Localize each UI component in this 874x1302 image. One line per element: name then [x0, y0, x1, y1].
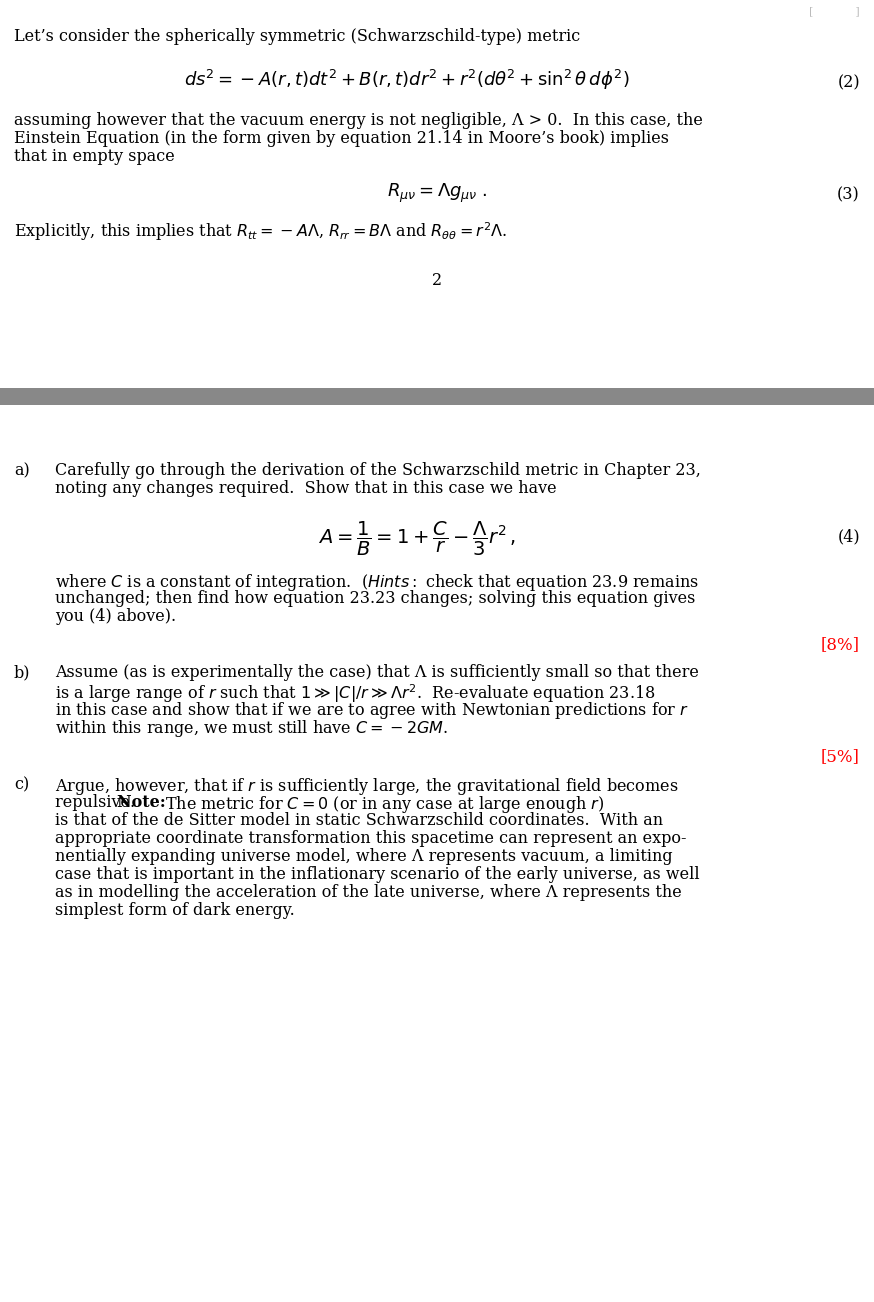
Text: Note:: Note:	[117, 794, 171, 811]
Text: you (4) above).: you (4) above).	[55, 608, 177, 625]
Text: unchanged; then find how equation 23.23 changes; solving this equation gives: unchanged; then find how equation 23.23 …	[55, 590, 696, 607]
Text: Carefully go through the derivation of the Schwarzschild metric in Chapter 23,: Carefully go through the derivation of t…	[55, 462, 701, 479]
Text: [8%]: [8%]	[821, 635, 860, 654]
Text: appropriate coordinate transformation this spacetime can represent an expo-: appropriate coordinate transformation th…	[55, 829, 686, 848]
Text: 2: 2	[432, 272, 442, 289]
Text: b): b)	[14, 664, 31, 681]
Text: [5%]: [5%]	[822, 749, 860, 766]
Text: a): a)	[14, 462, 30, 479]
Text: as in modelling the acceleration of the late universe, where Λ represents the: as in modelling the acceleration of the …	[55, 884, 682, 901]
Text: Explicitly, this implies that $R_{tt} = -A\Lambda$, $R_{rr} = B\Lambda$ and $R_{: Explicitly, this implies that $R_{tt} = …	[14, 220, 507, 242]
Text: within this range, we must still have $C = -2GM$.: within this range, we must still have $C…	[55, 717, 448, 740]
Text: assuming however that the vacuum energy is not negligible, Λ > 0.  In this case,: assuming however that the vacuum energy …	[14, 112, 703, 129]
Text: repulsive.: repulsive.	[55, 794, 145, 811]
Text: (2): (2)	[837, 74, 860, 91]
Text: noting any changes required.  Show that in this case we have: noting any changes required. Show that i…	[55, 480, 557, 497]
Text: (3): (3)	[837, 186, 860, 203]
Text: case that is important in the inflationary scenario of the early universe, as we: case that is important in the inflationa…	[55, 866, 699, 883]
Text: nentially expanding universe model, where Λ represents vacuum, a limiting: nentially expanding universe model, wher…	[55, 848, 673, 865]
Text: is that of the de Sitter model in static Schwarzschild coordinates.  With an: is that of the de Sitter model in static…	[55, 812, 663, 829]
Text: is a large range of $r$ such that $1 \gg |C|/r \gg \Lambda r^2$.  Re-evaluate eq: is a large range of $r$ such that $1 \gg…	[55, 682, 656, 704]
Text: simplest form of dark energy.: simplest form of dark energy.	[55, 902, 295, 919]
Text: (4): (4)	[837, 529, 860, 546]
Text: where $C$ is a constant of integration.  ($\mathit{Hints:}$ check that equation : where $C$ is a constant of integration. …	[55, 572, 699, 592]
Text: [            ]: [ ]	[809, 7, 860, 16]
Text: c): c)	[14, 776, 29, 793]
Text: Let’s consider the spherically symmetric (Schwarzschild-type) metric: Let’s consider the spherically symmetric…	[14, 29, 580, 46]
Text: Argue, however, that if $r$ is sufficiently large, the gravitational field becom: Argue, however, that if $r$ is sufficien…	[55, 776, 678, 797]
Text: $R_{\mu\nu} = \Lambda g_{\mu\nu}\;.$: $R_{\mu\nu} = \Lambda g_{\mu\nu}\;.$	[387, 182, 487, 206]
Text: $ds^2 = -A(r,t)dt^2 + B(r,t)dr^2 + r^2(d\theta^2 + \sin^2\theta\, d\phi^2)$: $ds^2 = -A(r,t)dt^2 + B(r,t)dr^2 + r^2(d…	[184, 68, 630, 92]
Text: The metric for $C = 0$ (or in any case at large enough $r$): The metric for $C = 0$ (or in any case a…	[160, 794, 604, 815]
Text: that in empty space: that in empty space	[14, 148, 175, 165]
Text: in this case and show that if we are to agree with Newtonian predictions for $r$: in this case and show that if we are to …	[55, 700, 689, 721]
Bar	[0, 388, 874, 405]
Text: Assume (as is experimentally the case) that Λ is sufficiently small so that ther: Assume (as is experimentally the case) t…	[55, 664, 699, 681]
Text: $A = \dfrac{1}{B} = 1 + \dfrac{C}{r} - \dfrac{\Lambda}{3}r^2\,,$: $A = \dfrac{1}{B} = 1 + \dfrac{C}{r} - \…	[318, 519, 516, 559]
Text: Einstein Equation (in the form given by equation 21.14 in Moore’s book) implies: Einstein Equation (in the form given by …	[14, 130, 669, 147]
